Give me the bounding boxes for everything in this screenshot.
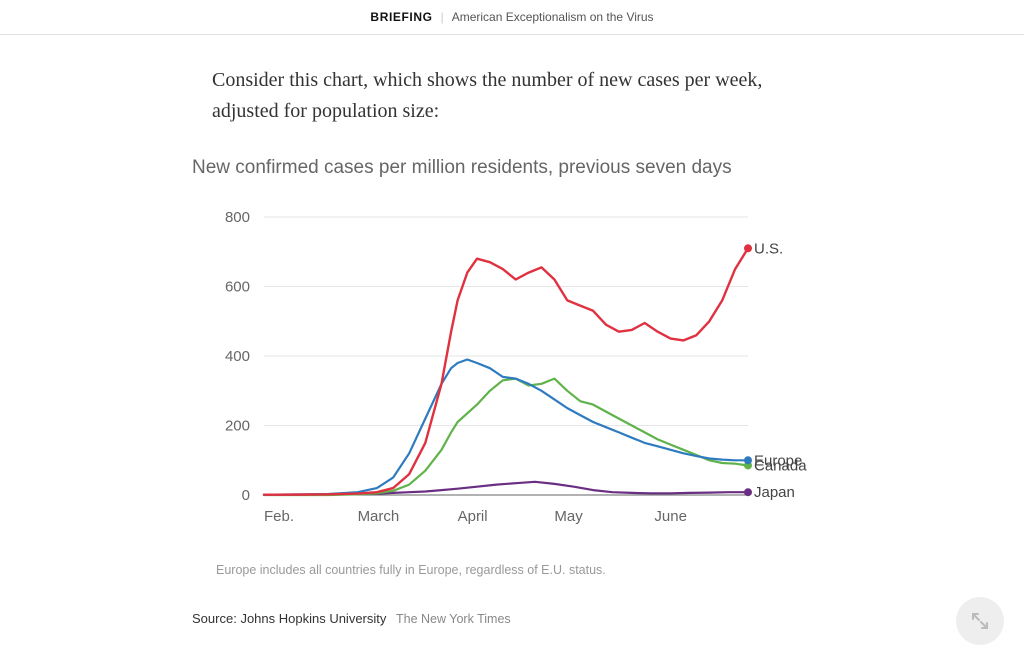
source-prefix: Source: bbox=[192, 611, 237, 626]
series-europe-end-marker bbox=[744, 456, 752, 464]
svg-text:Feb.: Feb. bbox=[264, 508, 294, 525]
series-us-end-marker bbox=[744, 244, 752, 252]
source-name: Johns Hopkins University bbox=[240, 611, 386, 626]
series-japan-end-marker bbox=[744, 488, 752, 496]
topbar-divider: | bbox=[441, 10, 444, 24]
svg-text:April: April bbox=[458, 508, 488, 525]
chart-footnote: Europe includes all countries fully in E… bbox=[216, 563, 832, 577]
article-body: Consider this chart, which shows the num… bbox=[212, 35, 812, 127]
svg-text:March: March bbox=[358, 508, 400, 525]
svg-text:May: May bbox=[554, 508, 583, 525]
svg-text:200: 200 bbox=[225, 418, 250, 435]
chart-source: Source: Johns Hopkins University The New… bbox=[192, 611, 832, 626]
article-paragraph: Consider this chart, which shows the num… bbox=[212, 65, 812, 127]
topbar-title: American Exceptionalism on the Virus bbox=[452, 10, 654, 24]
series-us bbox=[264, 248, 748, 494]
line-chart: 0200400600800Feb.MarchAprilMayJuneJapanC… bbox=[192, 207, 832, 547]
topbar-section: BRIEFING bbox=[370, 10, 432, 24]
series-us-label: U.S. bbox=[754, 240, 783, 257]
svg-text:400: 400 bbox=[225, 348, 250, 365]
svg-text:600: 600 bbox=[225, 279, 250, 296]
svg-text:0: 0 bbox=[242, 487, 250, 504]
svg-text:June: June bbox=[654, 508, 687, 525]
source-credit: The New York Times bbox=[396, 612, 511, 626]
series-canada bbox=[264, 379, 748, 495]
chart-title: New confirmed cases per million resident… bbox=[192, 157, 832, 179]
chart-container: New confirmed cases per million resident… bbox=[192, 157, 832, 577]
expand-icon bbox=[971, 612, 989, 630]
series-japan-label: Japan bbox=[754, 484, 795, 501]
expand-button[interactable] bbox=[956, 597, 1004, 645]
topbar: BRIEFING | American Exceptionalism on th… bbox=[0, 0, 1024, 35]
series-europe-label: Europe bbox=[754, 452, 802, 469]
svg-text:800: 800 bbox=[225, 209, 250, 226]
